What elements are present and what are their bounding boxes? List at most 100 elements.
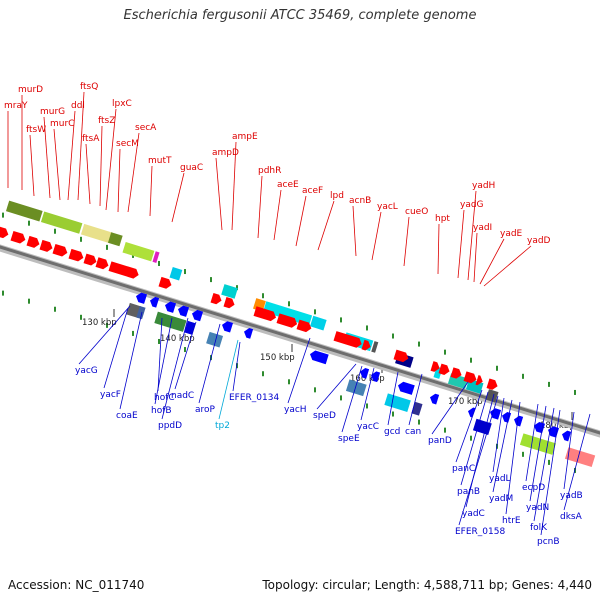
reverse-gene-arrow bbox=[192, 309, 204, 322]
reverse-gene-label: speE bbox=[338, 434, 360, 444]
forward-leader-line bbox=[473, 232, 478, 283]
forward-gene-arrow bbox=[438, 363, 450, 375]
reverse-leader-line bbox=[360, 367, 375, 421]
reverse-gene-label: hofC bbox=[154, 393, 175, 403]
forward-gene-arrow bbox=[463, 371, 477, 384]
reverse-track-dot bbox=[184, 347, 186, 353]
forward-gene-label: murC bbox=[50, 119, 74, 129]
forward-track-dot bbox=[444, 349, 446, 355]
reverse-leader-line bbox=[103, 307, 129, 389]
forward-gene-block bbox=[107, 232, 123, 247]
backbone-line bbox=[0, 245, 600, 435]
reverse-track-dot bbox=[132, 330, 134, 336]
forward-leader-line bbox=[467, 190, 477, 281]
reverse-track-dot bbox=[2, 290, 4, 296]
reverse-leader-line bbox=[78, 305, 131, 365]
reverse-gene-arrow bbox=[360, 368, 370, 379]
forward-gene-block bbox=[80, 223, 113, 244]
forward-gene-label: ampD bbox=[212, 148, 239, 158]
reverse-gene-label: yadC bbox=[462, 509, 485, 519]
scale-tick-label: 150 kbp bbox=[260, 353, 295, 363]
forward-leader-line bbox=[295, 195, 307, 247]
forward-gene-label: ampE bbox=[232, 132, 258, 142]
forward-gene-label: guaC bbox=[180, 163, 203, 173]
reverse-gene-label: panC bbox=[452, 464, 475, 474]
reverse-gene-arrow bbox=[514, 415, 524, 427]
reverse-leader-line bbox=[533, 407, 555, 522]
forward-gene-label: yacL bbox=[377, 202, 398, 212]
reverse-gene-block bbox=[154, 311, 187, 332]
forward-leader-line bbox=[105, 108, 117, 211]
forward-leader-line bbox=[127, 132, 140, 213]
genome-summary-text: Topology: circular; Length: 4,588,711 bp… bbox=[262, 578, 592, 592]
forward-gene-arrow bbox=[276, 313, 298, 328]
forward-track-dot bbox=[288, 301, 290, 307]
map-title: Escherichia fergusonii ATCC 35469, compl… bbox=[123, 8, 477, 23]
reverse-gene-block bbox=[136, 306, 146, 320]
forward-track-dot bbox=[28, 220, 30, 226]
forward-gene-label: acnB bbox=[349, 196, 371, 206]
forward-track-dot bbox=[210, 277, 212, 283]
scale-tick-label: 140 kbp bbox=[160, 334, 195, 344]
forward-gene-label: hpt bbox=[435, 214, 450, 224]
reverse-gene-arrow bbox=[178, 305, 190, 317]
forward-gene-block bbox=[40, 211, 83, 234]
forward-leader-line bbox=[371, 211, 382, 261]
gene-features bbox=[0, 200, 596, 468]
reverse-gene-arrow bbox=[430, 393, 440, 405]
reverse-leader-line bbox=[408, 373, 423, 426]
reverse-gene-arrow bbox=[398, 381, 415, 395]
forward-track-dot bbox=[2, 212, 4, 218]
forward-gene-arrow bbox=[475, 375, 483, 386]
reverse-gene-block bbox=[345, 379, 367, 397]
forward-leader-line bbox=[479, 238, 505, 285]
forward-gene-block bbox=[122, 241, 155, 262]
reverse-leader-line bbox=[198, 323, 221, 404]
forward-gene-arrow bbox=[486, 378, 498, 390]
forward-gene-label: ftsW bbox=[26, 125, 46, 135]
forward-leader-line bbox=[317, 200, 335, 251]
reverse-gene-label: yadM bbox=[489, 494, 513, 504]
reverse-leader-line bbox=[218, 339, 239, 420]
forward-gene-arrow bbox=[430, 361, 440, 372]
forward-gene-label: yadE bbox=[500, 229, 523, 239]
reverse-leader-line bbox=[174, 321, 197, 390]
reverse-leader-line bbox=[341, 365, 363, 433]
forward-track-dot bbox=[470, 357, 472, 363]
reverse-track-dot bbox=[340, 395, 342, 401]
reverse-leader-line bbox=[525, 403, 539, 482]
forward-gene-label: mraY bbox=[4, 101, 28, 111]
forward-track-dot bbox=[54, 228, 56, 234]
reverse-track-dot bbox=[522, 451, 524, 457]
forward-gene-block bbox=[5, 200, 43, 222]
reverse-leader-line bbox=[232, 341, 241, 392]
reverse-leader-line bbox=[492, 397, 505, 473]
reverse-track-dot bbox=[392, 411, 394, 417]
reverse-leader-line bbox=[563, 411, 575, 490]
reverse-leader-line bbox=[431, 381, 469, 435]
reverse-gene-label: aroP bbox=[195, 405, 216, 415]
genome-backbone bbox=[0, 244, 600, 438]
forward-gene-arrow bbox=[83, 253, 97, 266]
reverse-gene-label: yacH bbox=[284, 405, 307, 415]
forward-leader-line bbox=[231, 141, 237, 231]
reverse-track-dot bbox=[548, 459, 550, 465]
reverse-leader-line bbox=[563, 413, 591, 511]
forward-track-dot bbox=[574, 389, 576, 395]
forward-gene-arrow bbox=[210, 292, 222, 305]
reverse-gene-arrow bbox=[165, 301, 177, 313]
forward-track-dot bbox=[496, 365, 498, 371]
scale-tick-label: 130 kbp bbox=[82, 318, 117, 328]
reverse-track-dot bbox=[80, 314, 82, 320]
reverse-gene-label: yacF bbox=[100, 390, 121, 400]
forward-gene-label: ddl bbox=[71, 101, 85, 111]
reverse-leader-line bbox=[316, 363, 357, 410]
forward-gene-arrow bbox=[10, 230, 26, 244]
forward-gene-label: ftsA bbox=[82, 134, 100, 144]
forward-gene-label: aceF bbox=[302, 186, 323, 196]
reverse-leader-line bbox=[154, 317, 173, 405]
reverse-track-dot bbox=[288, 379, 290, 385]
reverse-gene-label: panB bbox=[457, 487, 480, 497]
forward-gene-block bbox=[485, 389, 499, 403]
reverse-gene-label: yadB bbox=[560, 491, 583, 501]
